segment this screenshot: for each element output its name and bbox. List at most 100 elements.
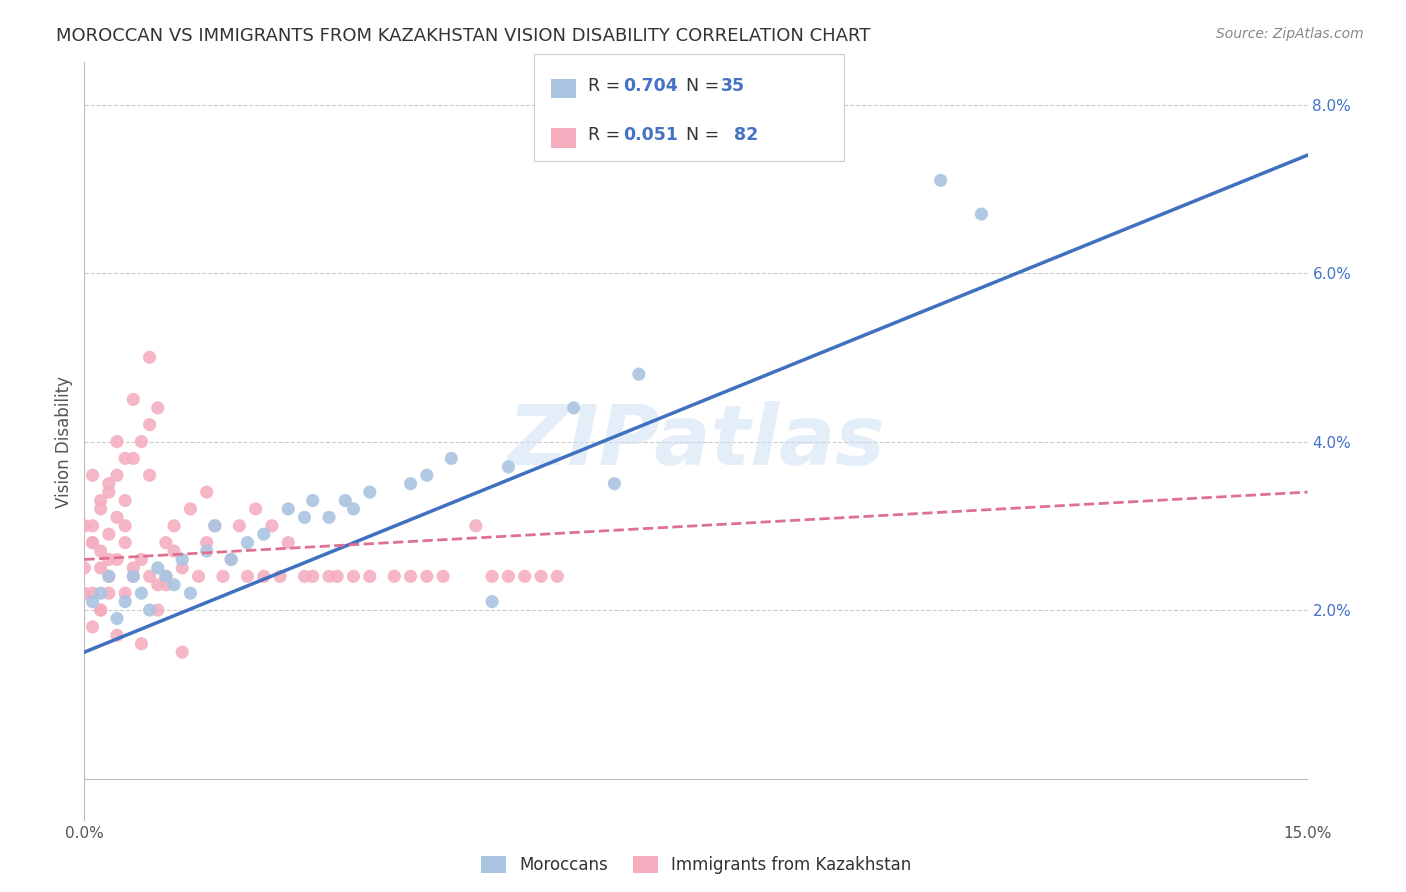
Point — [277, 502, 299, 516]
Point — [131, 552, 153, 566]
Point — [970, 207, 993, 221]
Point — [359, 569, 381, 583]
Point — [195, 485, 218, 500]
Point — [318, 510, 340, 524]
Point — [97, 476, 120, 491]
Text: 35: 35 — [721, 77, 745, 95]
Point — [326, 569, 349, 583]
Point — [172, 561, 194, 575]
Point — [131, 434, 153, 449]
Point — [236, 569, 259, 583]
Point — [138, 468, 160, 483]
Point — [90, 603, 112, 617]
Point — [562, 401, 585, 415]
Point — [105, 510, 128, 524]
Point — [97, 586, 120, 600]
Point — [82, 535, 104, 549]
Point — [155, 569, 177, 583]
Point — [382, 569, 405, 583]
Text: 0.051: 0.051 — [623, 127, 678, 145]
Point — [172, 552, 194, 566]
Point — [294, 510, 316, 524]
Point — [114, 493, 136, 508]
Point — [187, 569, 209, 583]
Point — [97, 569, 120, 583]
Point — [122, 569, 145, 583]
Point — [146, 578, 169, 592]
Point — [204, 518, 226, 533]
Point — [481, 569, 503, 583]
Point — [464, 518, 486, 533]
Point — [138, 351, 160, 365]
Point — [105, 628, 128, 642]
Point — [253, 527, 276, 541]
Point — [416, 569, 439, 583]
Point — [179, 586, 201, 600]
Point — [228, 518, 250, 533]
Point — [82, 594, 104, 608]
Text: R =: R = — [588, 77, 626, 95]
Point — [929, 173, 952, 187]
Point — [82, 468, 104, 483]
Point — [219, 552, 242, 566]
Text: N =: N = — [686, 77, 725, 95]
Point — [335, 493, 357, 508]
Point — [114, 586, 136, 600]
Text: MOROCCAN VS IMMIGRANTS FROM KAZAKHSTAN VISION DISABILITY CORRELATION CHART: MOROCCAN VS IMMIGRANTS FROM KAZAKHSTAN V… — [56, 27, 870, 45]
Text: N =: N = — [686, 127, 725, 145]
Point — [131, 637, 153, 651]
Point — [163, 518, 186, 533]
Point — [146, 561, 169, 575]
Point — [97, 485, 120, 500]
Point — [236, 535, 259, 549]
Point — [318, 569, 340, 583]
Point — [146, 603, 169, 617]
Text: ZIPatlas: ZIPatlas — [508, 401, 884, 482]
Point — [359, 485, 381, 500]
Point — [97, 552, 120, 566]
Point — [163, 544, 186, 558]
Point — [90, 544, 112, 558]
Point — [97, 569, 120, 583]
Legend: Moroccans, Immigrants from Kazakhstan: Moroccans, Immigrants from Kazakhstan — [474, 849, 918, 880]
Point — [530, 569, 553, 583]
Point — [301, 569, 323, 583]
Point — [195, 535, 218, 549]
Point — [82, 535, 104, 549]
Point — [82, 620, 104, 634]
Text: 82: 82 — [734, 127, 758, 145]
Point — [90, 493, 112, 508]
Point — [277, 535, 299, 549]
Point — [138, 569, 160, 583]
Point — [122, 569, 145, 583]
Point — [546, 569, 568, 583]
Point — [82, 586, 104, 600]
Point — [114, 594, 136, 608]
Point — [73, 586, 96, 600]
Point — [603, 476, 626, 491]
Point — [90, 561, 112, 575]
Point — [219, 552, 242, 566]
Point — [481, 594, 503, 608]
Point — [172, 645, 194, 659]
Point — [163, 578, 186, 592]
Point — [122, 392, 145, 407]
Point — [260, 518, 283, 533]
Point — [146, 401, 169, 415]
Point — [513, 569, 536, 583]
Text: 0.704: 0.704 — [623, 77, 678, 95]
Point — [90, 502, 112, 516]
Point — [122, 561, 145, 575]
Point — [498, 569, 520, 583]
Point — [114, 451, 136, 466]
Point — [399, 569, 422, 583]
Point — [253, 569, 276, 583]
Point — [498, 459, 520, 474]
Point — [90, 603, 112, 617]
Point — [122, 451, 145, 466]
Point — [179, 502, 201, 516]
Point — [627, 367, 650, 381]
Y-axis label: Vision Disability: Vision Disability — [55, 376, 73, 508]
Point — [105, 434, 128, 449]
Point — [155, 578, 177, 592]
